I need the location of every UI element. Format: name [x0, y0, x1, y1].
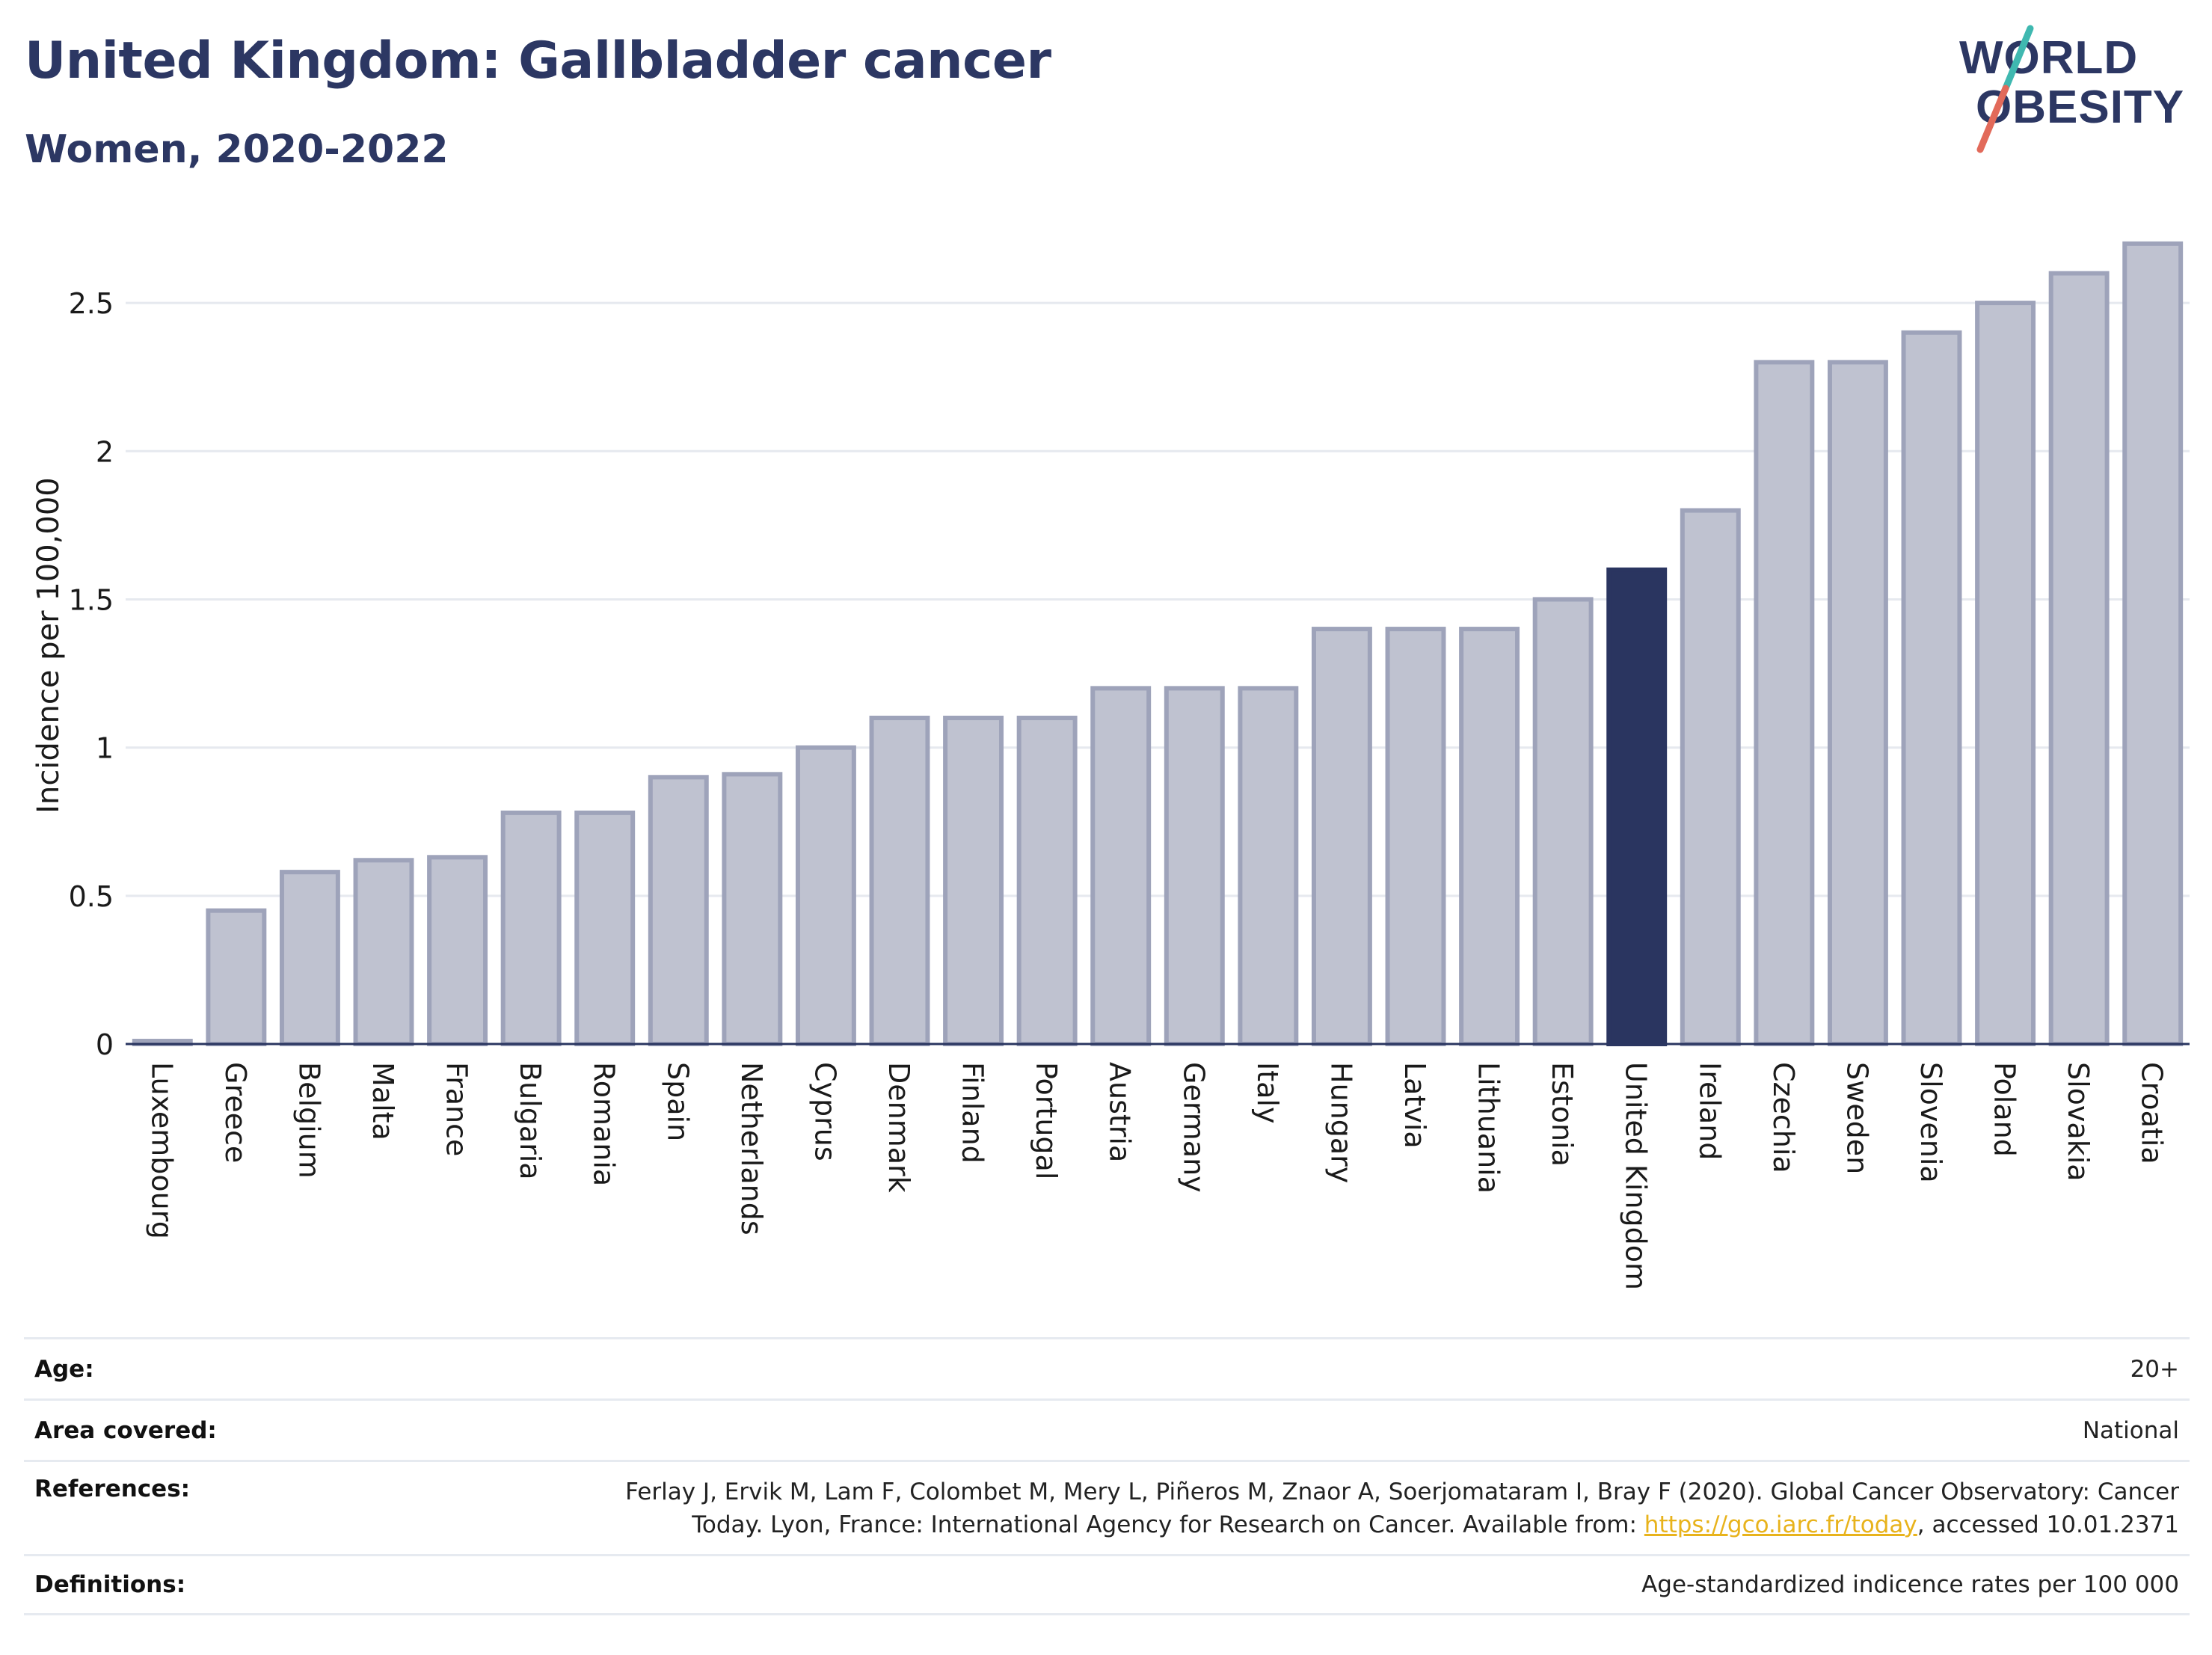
- x-tick-label: Spain: [661, 1062, 694, 1141]
- bar-spain: [648, 775, 709, 1046]
- references-line2-post: , accessed 10.01.2371: [1917, 1511, 2179, 1538]
- world-obesity-logo: WORLD OBESITY: [1959, 25, 2184, 153]
- bar-belgium: [279, 870, 340, 1047]
- bar-malta: [353, 858, 414, 1046]
- x-tick-label: Czechia: [1767, 1062, 1800, 1173]
- bar-italy: [1238, 686, 1299, 1046]
- y-tick-label: 2: [96, 435, 114, 468]
- area-value: National: [2082, 1416, 2179, 1444]
- meta-row-references: References: Ferlay J, Ervik M, Lam F, Co…: [24, 1460, 2190, 1554]
- x-tick-label: Cyprus: [808, 1062, 841, 1161]
- logo-slash-top: [2002, 25, 2034, 92]
- bar-romania: [574, 810, 636, 1046]
- references-line2: Today. Lyon, France: International Agenc…: [625, 1508, 2179, 1541]
- bar-united-kingdom: [1606, 567, 1668, 1046]
- x-tick-label: Austria: [1104, 1062, 1137, 1162]
- bar-sweden: [1827, 360, 1888, 1046]
- x-tick-label: Malta: [366, 1062, 399, 1140]
- bar-slovakia: [2048, 271, 2110, 1046]
- x-tick-label: Hungary: [1324, 1062, 1357, 1183]
- bar-finland: [943, 716, 1004, 1046]
- x-tick-label: Luxembourg: [145, 1062, 178, 1239]
- bars: [132, 241, 2184, 1047]
- y-axis-ticks: 0 0.5 1 1.5 2 2.5: [69, 287, 114, 1061]
- bar-cyprus: [795, 745, 856, 1046]
- logo-text-world: WORLD: [1959, 32, 2138, 84]
- y-axis-label: Incidence per 100,000: [31, 477, 66, 814]
- logo-text-obesity: OBESITY: [1976, 82, 2184, 133]
- bar-slovenia: [1901, 330, 1962, 1046]
- bar-germany: [1164, 686, 1225, 1046]
- bar-czechia: [1754, 360, 1815, 1046]
- x-tick-label: Slovakia: [2062, 1062, 2095, 1182]
- bar-greece: [206, 908, 267, 1046]
- x-tick-label: Lithuania: [1472, 1062, 1505, 1194]
- y-tick-label: 0.5: [69, 880, 114, 913]
- x-tick-label: Sweden: [1840, 1062, 1873, 1174]
- meta-row-area: Area covered: National: [24, 1398, 2190, 1460]
- references-line1: Ferlay J, Ervik M, Lam F, Colombet M, Me…: [625, 1478, 2179, 1505]
- references-link[interactable]: https://gco.iarc.fr/today: [1644, 1511, 1917, 1538]
- x-axis-ticks: Luxembourg Greece Belgium Malta France Bulgar…: [145, 1062, 2168, 1290]
- meta-row-age: Age: 20+: [24, 1337, 2190, 1398]
- bar-latvia: [1385, 627, 1446, 1046]
- logo-slash-bottom: [1976, 85, 2009, 153]
- bar-croatia: [2122, 241, 2184, 1046]
- bar-estonia: [1532, 597, 1594, 1046]
- definitions-value: Age-standardized indicence rates per 100…: [1641, 1571, 2179, 1598]
- bar-chart: 0 0.5 1 1.5 2 2.5 Luxembourg Greece Belgium Malt…: [31, 241, 2190, 1290]
- x-tick-label: Denmark: [882, 1062, 915, 1193]
- x-tick-label: Netherlands: [735, 1062, 768, 1235]
- x-tick-label: Slovenia: [1914, 1062, 1947, 1183]
- y-tick-label: 2.5: [69, 287, 114, 320]
- bar-bulgaria: [500, 810, 562, 1046]
- bar-ireland: [1680, 508, 1741, 1046]
- x-tick-label: Bulgaria: [514, 1062, 547, 1180]
- x-tick-label: Belgium: [292, 1062, 325, 1179]
- references-value: Ferlay J, Ervik M, Lam F, Colombet M, Me…: [625, 1476, 2179, 1541]
- x-tick-label: Estonia: [1546, 1062, 1579, 1167]
- bar-denmark: [869, 716, 930, 1046]
- chart-title: United Kingdom: Gallbladder cancer: [25, 31, 1051, 90]
- references-label: References:: [34, 1476, 191, 1502]
- age-label: Age:: [34, 1355, 94, 1383]
- bar-portugal: [1016, 716, 1078, 1046]
- area-label: Area covered:: [34, 1416, 217, 1444]
- age-value: 20+: [2130, 1355, 2179, 1383]
- x-tick-label: Poland: [1988, 1062, 2021, 1157]
- x-tick-label: Portugal: [1030, 1062, 1063, 1179]
- x-tick-label: Finland: [956, 1062, 989, 1164]
- x-tick-label: United Kingdom: [1620, 1062, 1653, 1290]
- x-tick-label: Romania: [588, 1062, 621, 1186]
- y-tick-label: 0: [96, 1028, 114, 1061]
- y-tick-label: 1.5: [69, 583, 114, 616]
- meta-row-definitions: Definitions: Age-standardized indicence …: [24, 1554, 2190, 1615]
- metadata-table: Age: 20+ Area covered: National Referenc…: [24, 1337, 2190, 1615]
- chart-subtitle: Women, 2020-2022: [25, 127, 449, 172]
- references-line2-pre: Today. Lyon, France: International Agenc…: [692, 1511, 1644, 1538]
- y-tick-label: 1: [96, 732, 114, 765]
- definitions-label: Definitions:: [34, 1571, 186, 1598]
- x-tick-label: Ireland: [1693, 1062, 1726, 1160]
- x-tick-label: Greece: [219, 1062, 252, 1163]
- bar-netherlands: [722, 772, 783, 1046]
- bar-poland: [1975, 301, 2036, 1047]
- bar-france: [427, 855, 488, 1046]
- x-tick-label: Italy: [1251, 1062, 1284, 1123]
- bar-hungary: [1311, 627, 1372, 1046]
- x-tick-label: Germany: [1177, 1062, 1210, 1193]
- x-tick-label: Croatia: [2136, 1062, 2169, 1164]
- x-tick-label: Latvia: [1398, 1062, 1431, 1149]
- x-tick-label: France: [440, 1062, 473, 1156]
- bar-lithuania: [1459, 627, 1520, 1046]
- bar-austria: [1090, 686, 1152, 1046]
